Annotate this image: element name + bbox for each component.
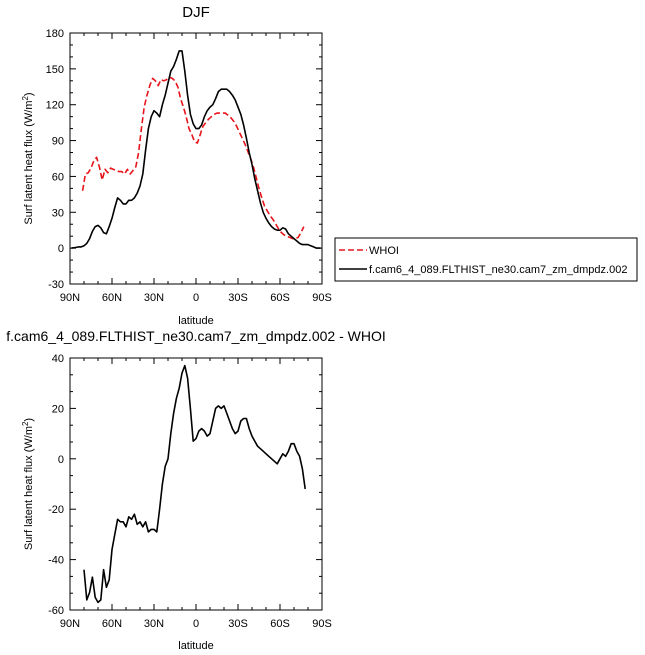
- chart-panel-1: DJF 90N 60N 30N 0 30S 60S 90S -30 0 30 60 90 120 150 18…: [21, 4, 638, 327]
- x-tick-label: 60S: [270, 292, 290, 304]
- y-tick-label: -40: [48, 555, 64, 567]
- y-axis-label: Surf latent heat flux (W/m2): [21, 418, 35, 550]
- y-axis-label: Surf latent heat flux (W/m2): [21, 92, 35, 224]
- y-tick-label: 120: [46, 100, 64, 112]
- legend-label: f.cam6_4_089.FLTHIST_ne30.cam7_zm_dmpdz.…: [369, 264, 627, 276]
- y-tick-label: -60: [48, 605, 64, 617]
- y-tick-label: 40: [52, 353, 64, 365]
- plot-frame: [69, 32, 323, 285]
- x-tick-label: 60N: [102, 292, 122, 304]
- chart-title: f.cam6_4_089.FLTHIST_ne30.cam7_zm_dmpdz.…: [6, 328, 385, 344]
- y-tick-label: 30: [52, 207, 64, 219]
- plot-frame: [69, 357, 323, 611]
- series-line-1-2: [71, 50, 321, 249]
- y-tick-label: 90: [52, 136, 64, 148]
- series-line-2-1: [83, 364, 306, 604]
- x-tick-label: 90S: [312, 292, 332, 304]
- y-tick-label: 60: [52, 171, 64, 183]
- y-tick-label: 150: [46, 64, 64, 76]
- y-tick-label: 0: [58, 243, 64, 255]
- x-tick-label: 90N: [60, 292, 80, 304]
- legend-label: WHOI: [369, 245, 399, 257]
- y-tick-label: 20: [52, 403, 64, 415]
- legend-box: [334, 237, 638, 282]
- x-tick-label: 30N: [144, 618, 164, 630]
- x-tick-label: 30S: [228, 292, 248, 304]
- chart-panel-2: f.cam6_4_089.FLTHIST_ne30.cam7_zm_dmpdz.…: [6, 328, 385, 652]
- y-tick-label: 180: [46, 28, 64, 40]
- x-tick-label: 90S: [312, 618, 332, 630]
- x-tick-label: 90N: [60, 618, 80, 630]
- y-tick-label: -30: [48, 279, 64, 291]
- y-tick-label: 0: [58, 454, 64, 466]
- x-axis-label: latitude: [178, 640, 213, 652]
- x-tick-label: 0: [193, 618, 199, 630]
- x-tick-label: 60N: [102, 618, 122, 630]
- y-tick-label: -20: [48, 504, 64, 516]
- series-line-1-1: [81, 76, 305, 240]
- x-tick-label: 30N: [144, 292, 164, 304]
- x-tick-label: 30S: [228, 618, 248, 630]
- x-tick-label: 0: [193, 292, 199, 304]
- chart-title: DJF: [182, 4, 210, 21]
- x-tick-label: 60S: [270, 618, 290, 630]
- legend: WHOI f.cam6_4_089.FLTHIST_ne30.cam7_zm_dm…: [334, 237, 638, 282]
- x-axis-label: latitude: [178, 315, 213, 327]
